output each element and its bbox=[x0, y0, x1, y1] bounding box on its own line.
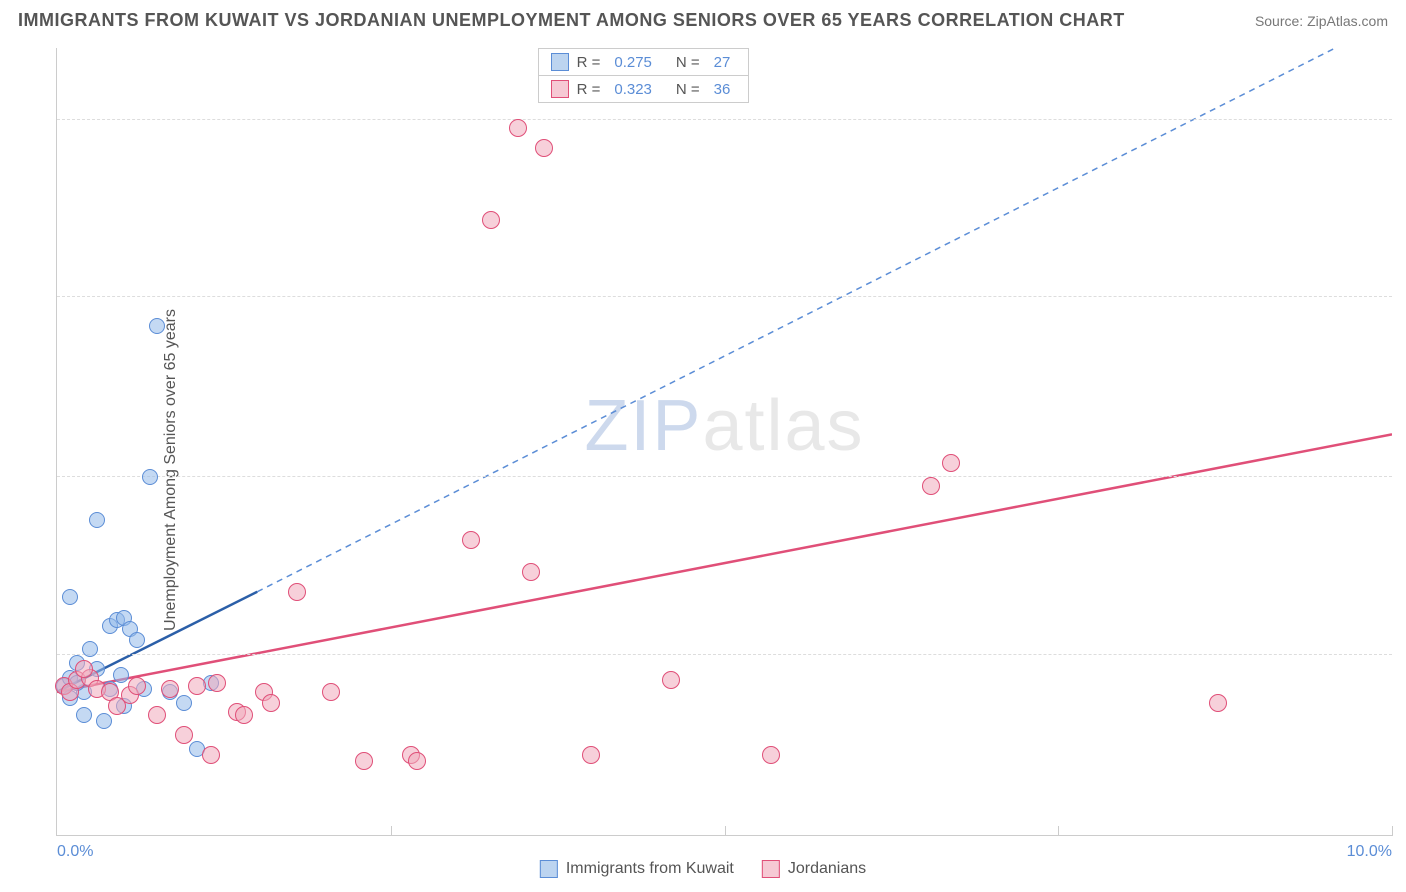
legend-swatch bbox=[540, 860, 558, 878]
scatter-point-kuwait bbox=[176, 695, 192, 711]
chart-container: Unemployment Among Seniors over 65 years… bbox=[0, 48, 1406, 892]
chart-title: IMMIGRANTS FROM KUWAIT VS JORDANIAN UNEM… bbox=[18, 10, 1125, 31]
scatter-point-jordanians bbox=[482, 211, 500, 229]
legend-swatch bbox=[762, 860, 780, 878]
scatter-point-jordanians bbox=[148, 706, 166, 724]
x-tick-label: 0.0% bbox=[57, 843, 93, 861]
n-value: 36 bbox=[714, 81, 731, 98]
gridline-v bbox=[391, 826, 392, 836]
legend-swatch bbox=[551, 53, 569, 71]
scatter-point-jordanians bbox=[522, 563, 540, 581]
scatter-point-jordanians bbox=[288, 583, 306, 601]
r-value: 0.323 bbox=[614, 81, 652, 98]
plot-area: ZIPatlas 6.3%12.5%18.8%25.0%0.0%10.0%R =… bbox=[56, 48, 1392, 836]
scatter-point-jordanians bbox=[262, 694, 280, 712]
scatter-point-jordanians bbox=[762, 746, 780, 764]
scatter-point-jordanians bbox=[175, 726, 193, 744]
scatter-point-kuwait bbox=[96, 713, 112, 729]
scatter-point-jordanians bbox=[161, 680, 179, 698]
scatter-point-kuwait bbox=[89, 512, 105, 528]
scatter-point-jordanians bbox=[322, 683, 340, 701]
scatter-point-jordanians bbox=[582, 746, 600, 764]
watermark: ZIPatlas bbox=[584, 385, 864, 467]
scatter-point-jordanians bbox=[462, 531, 480, 549]
bottom-legend-item: Immigrants from Kuwait bbox=[540, 860, 734, 878]
y-tick-label: 12.5% bbox=[1397, 469, 1406, 486]
r-value: 0.275 bbox=[614, 54, 652, 71]
bottom-legend: Immigrants from Kuwait Jordanians bbox=[540, 860, 866, 878]
scatter-point-kuwait bbox=[62, 589, 78, 605]
scatter-point-jordanians bbox=[942, 454, 960, 472]
scatter-point-jordanians bbox=[355, 752, 373, 770]
gridline-v bbox=[725, 826, 726, 836]
scatter-point-jordanians bbox=[662, 671, 680, 689]
scatter-point-jordanians bbox=[208, 674, 226, 692]
scatter-point-jordanians bbox=[509, 119, 527, 137]
gridline-h bbox=[57, 654, 1392, 655]
gridline-h bbox=[57, 119, 1392, 120]
scatter-point-jordanians bbox=[235, 706, 253, 724]
stats-legend: R = 0.275 N = 27 R = 0.323 N = 36 bbox=[538, 48, 750, 103]
scatter-point-jordanians bbox=[128, 677, 146, 695]
r-label: R = bbox=[577, 81, 601, 98]
scatter-point-jordanians bbox=[408, 752, 426, 770]
n-label: N = bbox=[676, 54, 700, 71]
y-tick-label: 25.0% bbox=[1397, 111, 1406, 128]
stats-row: R = 0.275 N = 27 bbox=[539, 49, 749, 76]
trend-lines-svg bbox=[57, 48, 1392, 835]
trend-line bbox=[257, 48, 1392, 592]
scatter-point-jordanians bbox=[202, 746, 220, 764]
scatter-point-kuwait bbox=[76, 707, 92, 723]
n-value: 27 bbox=[714, 54, 731, 71]
x-tick-label: 10.0% bbox=[1347, 843, 1392, 861]
scatter-point-kuwait bbox=[82, 641, 98, 657]
gridline-h bbox=[57, 476, 1392, 477]
n-label: N = bbox=[676, 81, 700, 98]
legend-label: Immigrants from Kuwait bbox=[566, 860, 734, 878]
scatter-point-jordanians bbox=[188, 677, 206, 695]
scatter-point-jordanians bbox=[75, 660, 93, 678]
bottom-legend-item: Jordanians bbox=[762, 860, 866, 878]
scatter-point-jordanians bbox=[922, 477, 940, 495]
stats-row: R = 0.323 N = 36 bbox=[539, 76, 749, 102]
source-label: Source: ZipAtlas.com bbox=[1255, 13, 1388, 29]
scatter-point-jordanians bbox=[535, 139, 553, 157]
scatter-point-kuwait bbox=[142, 469, 158, 485]
scatter-point-kuwait bbox=[149, 318, 165, 334]
scatter-point-kuwait bbox=[129, 632, 145, 648]
legend-label: Jordanians bbox=[788, 860, 866, 878]
gridline-h bbox=[57, 296, 1392, 297]
y-tick-label: 18.8% bbox=[1397, 288, 1406, 305]
gridline-v bbox=[1392, 826, 1393, 836]
y-tick-label: 6.3% bbox=[1397, 646, 1406, 663]
r-label: R = bbox=[577, 54, 601, 71]
gridline-v bbox=[1058, 826, 1059, 836]
scatter-point-jordanians bbox=[1209, 694, 1227, 712]
legend-swatch bbox=[551, 80, 569, 98]
scatter-point-kuwait bbox=[113, 667, 129, 683]
